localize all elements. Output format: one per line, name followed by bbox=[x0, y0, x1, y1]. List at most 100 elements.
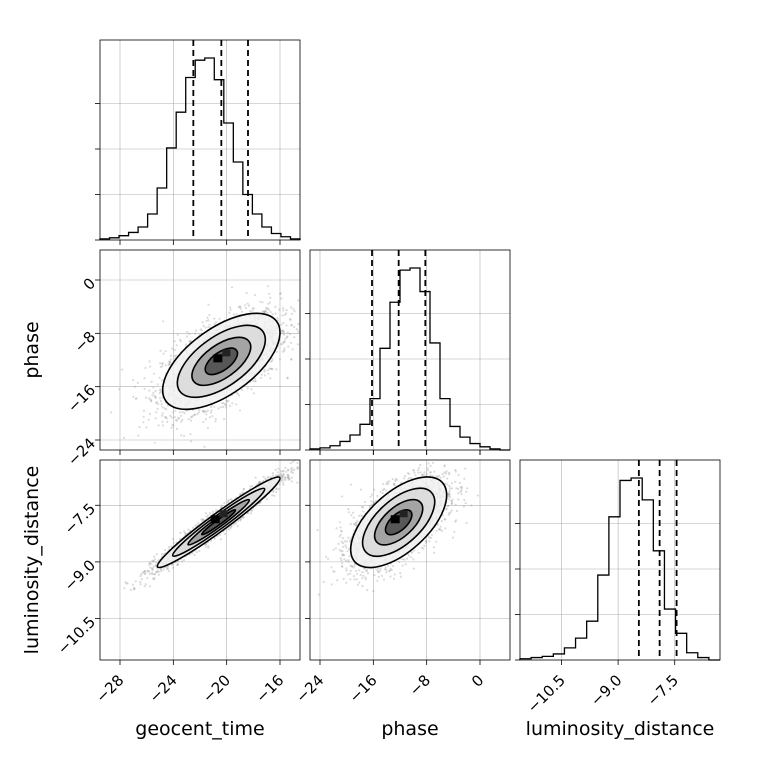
scatter-point bbox=[275, 487, 278, 490]
scatter-point bbox=[177, 417, 181, 420]
scatter-point bbox=[172, 411, 175, 414]
scatter-point bbox=[288, 477, 291, 480]
scatter-point bbox=[238, 409, 242, 412]
scatter-point bbox=[251, 307, 254, 310]
scatter-point bbox=[252, 307, 256, 310]
scatter-point bbox=[210, 539, 213, 543]
scatter-point bbox=[183, 412, 186, 415]
scatter-point bbox=[210, 409, 213, 412]
scatter-point bbox=[207, 303, 210, 306]
scatter-point bbox=[213, 537, 216, 540]
scatter-point bbox=[239, 517, 242, 521]
scatter-point bbox=[242, 516, 245, 519]
scatter-point bbox=[176, 563, 180, 566]
ytick-label: 0 bbox=[80, 274, 99, 293]
scatter-point bbox=[208, 323, 211, 326]
scatter-point bbox=[152, 577, 155, 580]
scatter-point bbox=[313, 300, 315, 302]
scatter-point bbox=[202, 411, 205, 414]
scatter-point bbox=[281, 329, 284, 332]
scatter-point bbox=[274, 305, 277, 308]
scatter-point bbox=[218, 317, 221, 320]
scatter-point bbox=[287, 473, 290, 477]
scatter-point bbox=[267, 302, 270, 305]
scatter-point bbox=[168, 363, 171, 366]
scatter-point bbox=[200, 518, 203, 521]
scatter-point bbox=[246, 302, 249, 305]
scatter-point bbox=[291, 469, 294, 472]
scatter-point bbox=[249, 512, 253, 515]
scatter-point bbox=[289, 462, 292, 465]
scatter-point bbox=[149, 365, 152, 368]
scatter-point bbox=[293, 336, 296, 339]
scatter-point bbox=[183, 530, 186, 533]
scatter-point bbox=[139, 583, 142, 586]
scatter-point bbox=[285, 324, 288, 327]
scatter-point bbox=[277, 474, 280, 477]
scatter-point bbox=[134, 580, 137, 583]
panel-hist-luminosity_distance: −10.5 −9.0 −7.5 bbox=[515, 459, 721, 716]
scatter-point bbox=[282, 473, 285, 476]
scatter-point bbox=[155, 561, 158, 564]
scatter-point bbox=[238, 394, 241, 397]
scatter-point bbox=[286, 335, 289, 338]
scatter-point bbox=[281, 475, 284, 478]
scatter-point bbox=[230, 286, 234, 289]
scatter-point bbox=[159, 349, 162, 352]
scatter-point bbox=[241, 516, 244, 520]
scatter-point bbox=[274, 468, 277, 471]
scatter-point bbox=[166, 420, 169, 423]
scatter-point bbox=[189, 419, 193, 422]
scatter-point bbox=[160, 570, 163, 573]
scatter-point bbox=[168, 361, 171, 364]
scatter-point bbox=[263, 310, 266, 313]
scatter-point bbox=[160, 553, 164, 556]
scatter-point bbox=[251, 379, 255, 382]
scatter-point bbox=[285, 470, 288, 473]
scatter-point bbox=[302, 326, 304, 328]
scatter-point bbox=[297, 466, 300, 469]
scatter-point bbox=[168, 363, 171, 366]
scatter-point bbox=[250, 509, 253, 512]
scatter-point bbox=[153, 573, 156, 576]
scatter-point bbox=[139, 574, 142, 578]
scatter-point bbox=[271, 472, 274, 475]
scatter-point bbox=[171, 563, 174, 566]
scatter-point bbox=[172, 541, 175, 545]
scatter-point bbox=[309, 452, 311, 454]
scatter-point bbox=[290, 358, 293, 361]
scatter-point bbox=[275, 350, 278, 353]
panel-hist-phase bbox=[305, 249, 511, 455]
scatter-point bbox=[204, 326, 207, 329]
scatter-point bbox=[189, 433, 192, 436]
scatter-point bbox=[148, 585, 152, 588]
scatter-point bbox=[156, 569, 159, 572]
scatter-point bbox=[223, 417, 226, 421]
scatter-point bbox=[170, 426, 173, 429]
scatter-point bbox=[289, 318, 292, 321]
panel-frame bbox=[99, 249, 301, 451]
scatter-point bbox=[150, 400, 153, 403]
scatter-point bbox=[266, 369, 269, 372]
scatter-point bbox=[142, 415, 145, 418]
scatter-point bbox=[271, 474, 274, 477]
scatter-point bbox=[286, 475, 289, 478]
scatter-point bbox=[202, 410, 205, 413]
scatter-point bbox=[151, 569, 154, 572]
scatter-point bbox=[304, 324, 306, 326]
scatter-point bbox=[267, 475, 270, 478]
scatter-point bbox=[271, 494, 274, 497]
scatter-point bbox=[251, 309, 254, 312]
scatter-point bbox=[281, 475, 284, 479]
density-peak bbox=[213, 354, 223, 363]
scatter-point bbox=[194, 332, 197, 335]
scatter-point bbox=[271, 368, 274, 371]
scatter-point bbox=[149, 398, 152, 401]
scatter-point bbox=[251, 485, 254, 488]
scatter-point bbox=[282, 330, 285, 333]
scatter-point bbox=[282, 340, 285, 343]
scatter-point bbox=[223, 532, 226, 536]
scatter-point bbox=[158, 392, 161, 395]
scatter-point bbox=[144, 572, 147, 575]
scatter-point bbox=[264, 311, 267, 314]
